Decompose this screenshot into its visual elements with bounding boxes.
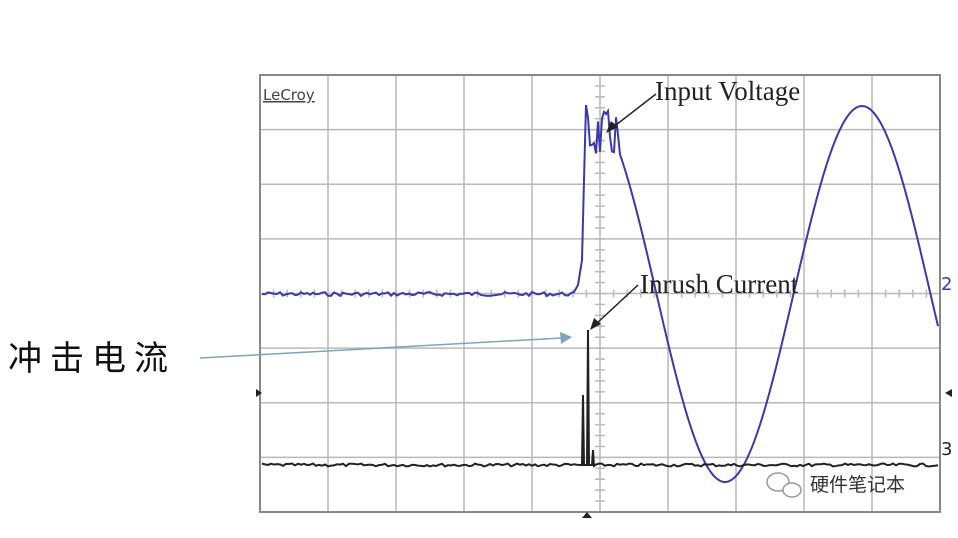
trigger-marker bbox=[582, 512, 592, 518]
scope-grid bbox=[259, 74, 940, 512]
voltage-annotation: Input Voltage bbox=[655, 76, 800, 106]
current-arrow bbox=[595, 284, 639, 325]
trigger-marker bbox=[945, 389, 952, 397]
arrow-head bbox=[590, 318, 601, 330]
current-annotation: Inrush Current bbox=[640, 269, 799, 299]
scope-frame bbox=[259, 74, 941, 513]
arrow-head bbox=[560, 332, 572, 344]
current-trace bbox=[261, 329, 939, 468]
watermark: 硬件笔记本 bbox=[766, 472, 905, 498]
watermark-icon bbox=[782, 482, 802, 498]
watermark-text: 硬件笔记本 bbox=[810, 474, 905, 496]
brand-label: LeCroy bbox=[263, 86, 315, 104]
chinese-annotation: 冲击电流 bbox=[8, 339, 176, 379]
channel-2-marker: 2 bbox=[941, 274, 952, 295]
chinese-arrow bbox=[199, 337, 563, 359]
voltage-trace bbox=[261, 104, 939, 483]
arrow-head bbox=[606, 121, 618, 133]
watermark-icon bbox=[766, 472, 790, 492]
trigger-marker bbox=[256, 389, 262, 397]
channel-3-marker: 3 bbox=[941, 439, 952, 460]
voltage-arrow bbox=[611, 93, 657, 129]
